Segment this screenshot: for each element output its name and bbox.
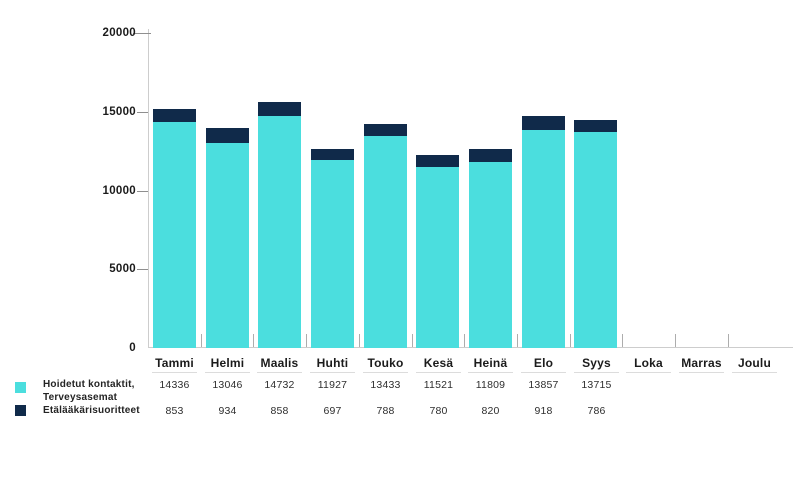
- category-label-syys: Syys: [582, 356, 611, 370]
- category-label-elo: Elo: [533, 356, 554, 370]
- value-hoidetut-kontaktit-terveysasemat-maalis: 14732: [264, 379, 295, 391]
- value-et-l-k-risuoritteet-maalis: 858: [270, 405, 289, 417]
- x-tick-mark: [253, 334, 254, 347]
- category-label-huhti: Huhti: [316, 356, 349, 370]
- value-et-l-k-risuoritteet-hein: 820: [481, 405, 500, 417]
- value-hoidetut-kontaktit-terveysasemat-kes: 11521: [423, 379, 454, 391]
- category-label-kes: Kesä: [423, 356, 454, 370]
- x-tick-mark: [570, 334, 571, 347]
- value-et-l-k-risuoritteet-elo: 918: [534, 405, 553, 417]
- bar-et-l-k-risuoritteet-tammi[interactable]: [153, 109, 196, 122]
- y-tick-label: 5000: [109, 263, 136, 275]
- column-rule: [732, 372, 777, 373]
- y-tick-mark: [137, 112, 148, 113]
- column-rule: [205, 372, 250, 373]
- y-tick-label: 0: [129, 342, 136, 354]
- category-label-joulu: Joulu: [738, 356, 771, 370]
- x-tick-mark: [306, 334, 307, 347]
- bar-hoidetut-kontaktit-terveysasemat-helmi[interactable]: [206, 143, 249, 348]
- bar-et-l-k-risuoritteet-huhti[interactable]: [311, 149, 354, 160]
- y-tick-mark: [133, 33, 151, 34]
- value-hoidetut-kontaktit-terveysasemat-touko: 13433: [370, 379, 401, 391]
- x-tick-mark: [201, 334, 202, 347]
- column-rule: [521, 372, 566, 373]
- category-label-touko: Touko: [367, 356, 404, 370]
- x-tick-mark: [517, 334, 518, 347]
- bar-hoidetut-kontaktit-terveysasemat-kes[interactable]: [416, 167, 459, 348]
- bar-hoidetut-kontaktit-terveysasemat-maalis[interactable]: [258, 116, 301, 348]
- category-label-marras: Marras: [681, 356, 722, 370]
- bar-et-l-k-risuoritteet-elo[interactable]: [522, 116, 565, 130]
- column-rule: [626, 372, 671, 373]
- y-tick-label: 20000: [102, 27, 136, 39]
- bar-hoidetut-kontaktit-terveysasemat-huhti[interactable]: [311, 160, 354, 348]
- value-hoidetut-kontaktit-terveysasemat-tammi: 14336: [159, 379, 190, 391]
- y-tick-label: 15000: [102, 106, 136, 118]
- bar-hoidetut-kontaktit-terveysasemat-hein[interactable]: [469, 162, 512, 348]
- y-tick-mark: [137, 269, 148, 270]
- legend-swatch-navy: [15, 405, 26, 416]
- column-rule: [574, 372, 619, 373]
- value-et-l-k-risuoritteet-huhti: 697: [323, 405, 342, 417]
- bar-et-l-k-risuoritteet-helmi[interactable]: [206, 128, 249, 143]
- legend-label: Hoidetut kontaktit, Terveysasemat: [43, 379, 135, 403]
- x-tick-mark: [622, 334, 623, 347]
- value-hoidetut-kontaktit-terveysasemat-hein: 11809: [475, 379, 506, 391]
- bar-et-l-k-risuoritteet-maalis[interactable]: [258, 102, 301, 116]
- y-tick-label: 10000: [102, 185, 136, 197]
- column-rule: [679, 372, 724, 373]
- bar-et-l-k-risuoritteet-touko[interactable]: [364, 124, 407, 136]
- y-axis-line: [148, 29, 149, 348]
- category-label-loka: Loka: [634, 356, 663, 370]
- y-tick-mark: [137, 191, 148, 192]
- category-label-tammi: Tammi: [155, 356, 194, 370]
- value-hoidetut-kontaktit-terveysasemat-syys: 13715: [581, 379, 612, 391]
- column-rule: [257, 372, 302, 373]
- column-rule: [468, 372, 513, 373]
- category-label-maalis: Maalis: [260, 356, 299, 370]
- x-tick-mark: [412, 334, 413, 347]
- bar-et-l-k-risuoritteet-kes[interactable]: [416, 155, 459, 167]
- bar-hoidetut-kontaktit-terveysasemat-touko[interactable]: [364, 136, 407, 348]
- bar-hoidetut-kontaktit-terveysasemat-syys[interactable]: [574, 132, 617, 348]
- bar-hoidetut-kontaktit-terveysasemat-elo[interactable]: [522, 130, 565, 348]
- bar-et-l-k-risuoritteet-hein[interactable]: [469, 149, 512, 162]
- category-label-helmi: Helmi: [210, 356, 245, 370]
- value-et-l-k-risuoritteet-syys: 786: [587, 405, 606, 417]
- column-rule: [152, 372, 197, 373]
- column-rule: [310, 372, 355, 373]
- value-et-l-k-risuoritteet-touko: 788: [376, 405, 395, 417]
- x-tick-mark: [675, 334, 676, 347]
- x-tick-mark: [464, 334, 465, 347]
- legend-label: Etälääkärisuoritteet: [43, 405, 140, 416]
- value-hoidetut-kontaktit-terveysasemat-helmi: 13046: [212, 379, 243, 391]
- x-tick-mark: [728, 334, 729, 347]
- bar-et-l-k-risuoritteet-syys[interactable]: [574, 120, 617, 132]
- x-tick-mark: [359, 334, 360, 347]
- legend-swatch-cyan: [15, 382, 26, 393]
- value-et-l-k-risuoritteet-helmi: 934: [218, 405, 237, 417]
- category-label-hein: Heinä: [473, 356, 508, 370]
- value-hoidetut-kontaktit-terveysasemat-elo: 13857: [528, 379, 559, 391]
- value-et-l-k-risuoritteet-tammi: 853: [165, 405, 184, 417]
- bar-hoidetut-kontaktit-terveysasemat-tammi[interactable]: [153, 122, 196, 348]
- column-rule: [363, 372, 408, 373]
- column-rule: [416, 372, 461, 373]
- value-hoidetut-kontaktit-terveysasemat-huhti: 11927: [317, 379, 348, 391]
- value-et-l-k-risuoritteet-kes: 780: [429, 405, 448, 417]
